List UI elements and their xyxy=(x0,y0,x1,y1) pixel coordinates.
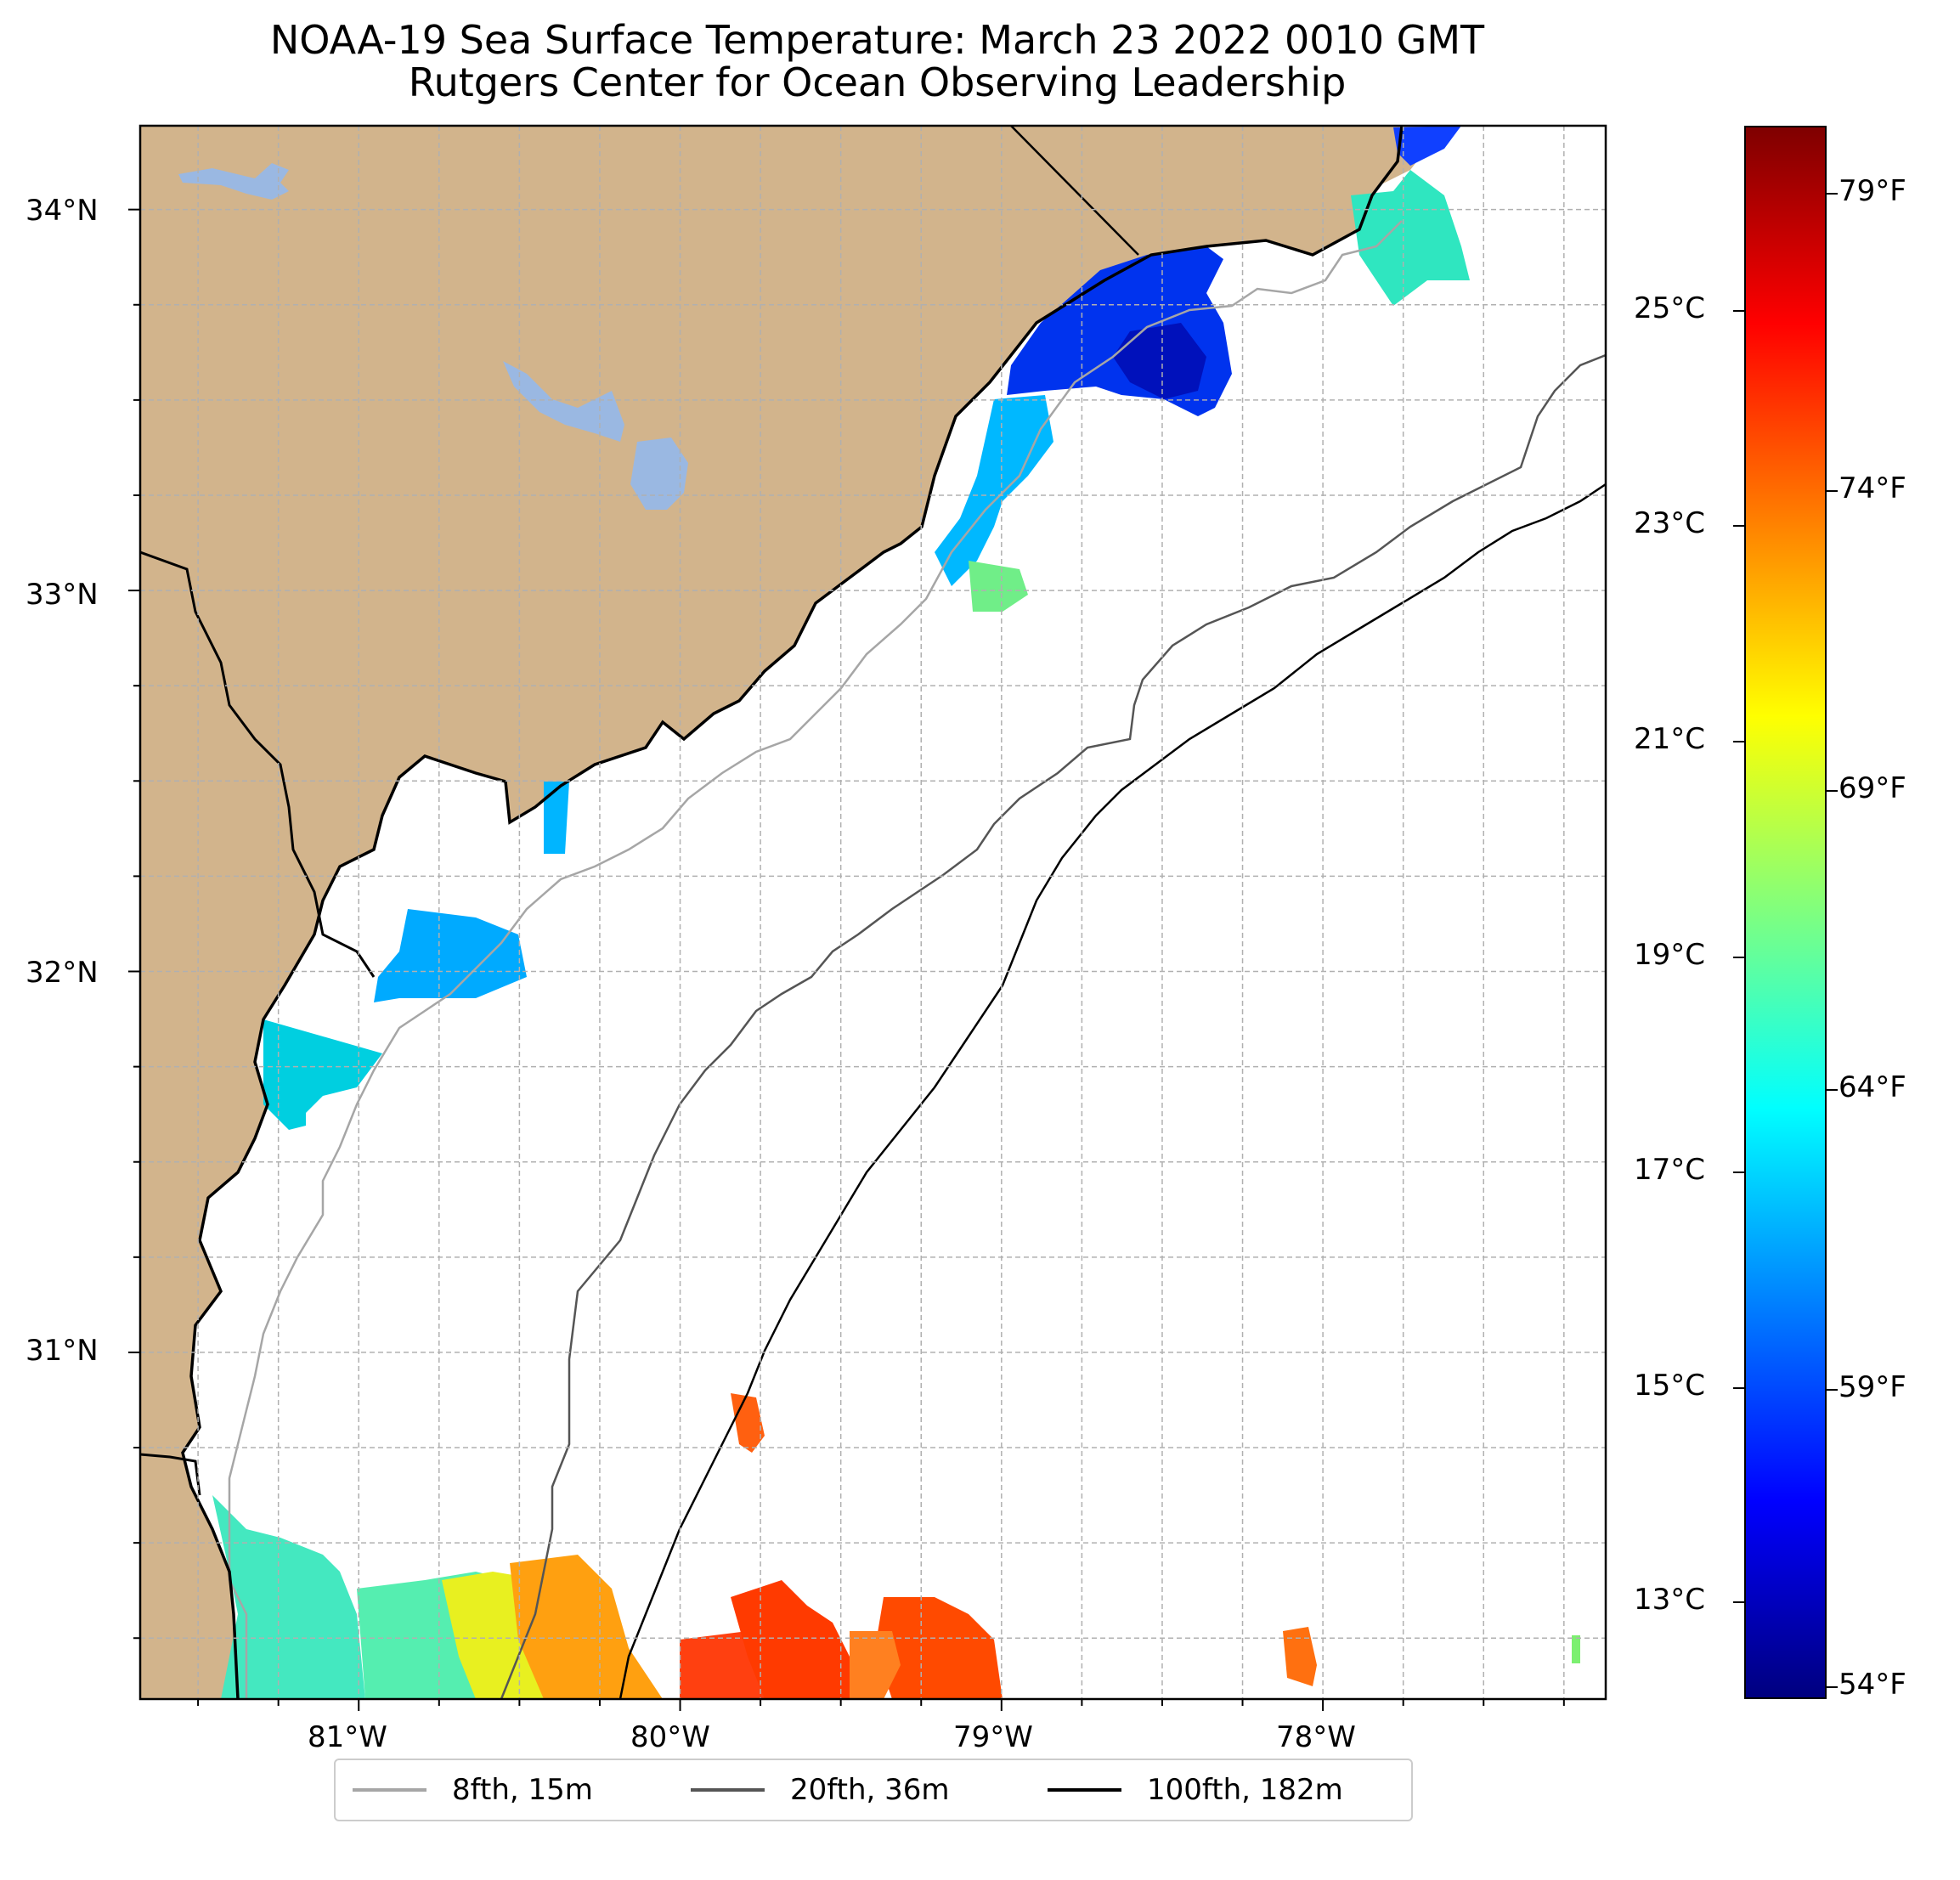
isobath-100fth xyxy=(619,483,1606,1699)
legend-label-100fth: 100fth, 182m xyxy=(1147,1773,1343,1807)
cbar-tick-c-25 xyxy=(1733,310,1744,312)
cbar-c-19: 19°C xyxy=(1634,938,1706,972)
coastline xyxy=(181,126,1404,1699)
cbar-tick-c-23 xyxy=(1733,525,1744,527)
title-line-2: Rutgers Center for Ocean Observing Leade… xyxy=(408,59,1347,105)
map-axis-ticks xyxy=(128,208,1565,1711)
cbar-c-15: 15°C xyxy=(1634,1369,1706,1403)
legend-item-20fth: 20fth, 36m xyxy=(691,1760,950,1820)
sst-patch-deep-blue xyxy=(1113,323,1206,399)
map-gridlines xyxy=(140,126,1606,1699)
lon-label-78w: 78°W xyxy=(1276,1720,1356,1754)
cbar-tick-f-59 xyxy=(1827,1389,1838,1391)
lat-label-33n: 33°N xyxy=(25,578,99,612)
sst-patch-green-mid xyxy=(969,561,1028,612)
cbar-f-74: 74°F xyxy=(1839,471,1906,505)
cbar-tick-c-13 xyxy=(1733,1601,1744,1603)
isobath-8fth xyxy=(228,220,1403,1699)
lon-label-81w: 81°W xyxy=(308,1720,387,1754)
cbar-tick-c-17 xyxy=(1733,1171,1744,1173)
lat-label-32n: 32°N xyxy=(25,956,99,990)
cbar-f-69: 69°F xyxy=(1839,771,1906,805)
lake-marion xyxy=(503,361,624,442)
isobath-legend: 8fth, 15m 20fth, 36m 100fth, 182m xyxy=(334,1759,1413,1821)
cbar-tick-f-69 xyxy=(1827,790,1838,792)
sst-patch-georgia-3 xyxy=(263,1019,382,1130)
sst-patch-cyan-north xyxy=(1351,170,1470,306)
legend-line-8fth xyxy=(353,1788,426,1792)
sst-patch-cyan-mid xyxy=(935,395,1053,586)
legend-item-100fth: 100fth, 182m xyxy=(1048,1760,1343,1820)
land-area xyxy=(140,126,1402,1699)
cbar-f-59: 59°F xyxy=(1839,1370,1906,1404)
cbar-c-13: 13°C xyxy=(1634,1583,1706,1617)
sst-patch-south-cyan xyxy=(212,1495,365,1699)
lon-label-80w: 80°W xyxy=(630,1720,710,1754)
lon-label-79w: 79°W xyxy=(953,1720,1033,1754)
sst-patch-orange-east xyxy=(1283,1627,1317,1686)
cbar-f-54: 54°F xyxy=(1839,1668,1906,1702)
sst-patch-blue-north xyxy=(1393,126,1461,166)
cbar-tick-c-19 xyxy=(1733,957,1744,958)
cbar-tick-c-15 xyxy=(1733,1387,1744,1389)
lake-top xyxy=(178,163,289,200)
cbar-tick-f-79 xyxy=(1827,193,1838,195)
cbar-tick-f-54 xyxy=(1827,1686,1838,1688)
lat-label-31n: 31°N xyxy=(25,1334,99,1368)
cbar-c-25: 25°C xyxy=(1634,291,1706,325)
legend-line-20fth xyxy=(691,1788,765,1792)
legend-line-100fth xyxy=(1048,1788,1121,1792)
cbar-tick-c-21 xyxy=(1733,741,1744,742)
cbar-c-21: 21°C xyxy=(1634,722,1706,756)
sst-patch-south-red-3 xyxy=(875,1597,1003,1699)
cbar-c-17: 17°C xyxy=(1634,1153,1706,1187)
state-border-nc-sc xyxy=(1010,126,1139,256)
legend-item-8fth: 8fth, 15m xyxy=(353,1760,593,1820)
isobath-20fth xyxy=(500,353,1606,1699)
cbar-tick-f-74 xyxy=(1827,490,1838,492)
colorbar xyxy=(1744,126,1827,1699)
sst-patch-south-orange xyxy=(510,1555,663,1699)
legend-label-20fth: 20fth, 36m xyxy=(790,1773,950,1807)
sst-patch-green-east xyxy=(1572,1635,1580,1663)
figure-title: NOAA-19 Sea Surface Temperature: March 2… xyxy=(140,19,1614,104)
lake-moultrie xyxy=(630,438,688,510)
title-line-1: NOAA-19 Sea Surface Temperature: March 2… xyxy=(269,17,1485,63)
state-border-sc-ga xyxy=(140,550,376,978)
sst-patch-georgia-2 xyxy=(374,909,527,1002)
cbar-f-64: 64°F xyxy=(1839,1070,1906,1104)
sst-patch-georgia-1 xyxy=(544,782,569,854)
legend-label-8fth: 8fth, 15m xyxy=(452,1773,593,1807)
lat-label-34n: 34°N xyxy=(25,194,99,228)
cbar-f-79: 79°F xyxy=(1839,174,1906,208)
sst-patch-south-orange-2 xyxy=(850,1631,901,1699)
map-frame xyxy=(138,124,1607,1701)
sst-patch-south-red-2 xyxy=(731,1580,867,1699)
cbar-tick-f-64 xyxy=(1827,1089,1838,1091)
cbar-c-23: 23°C xyxy=(1634,506,1706,540)
